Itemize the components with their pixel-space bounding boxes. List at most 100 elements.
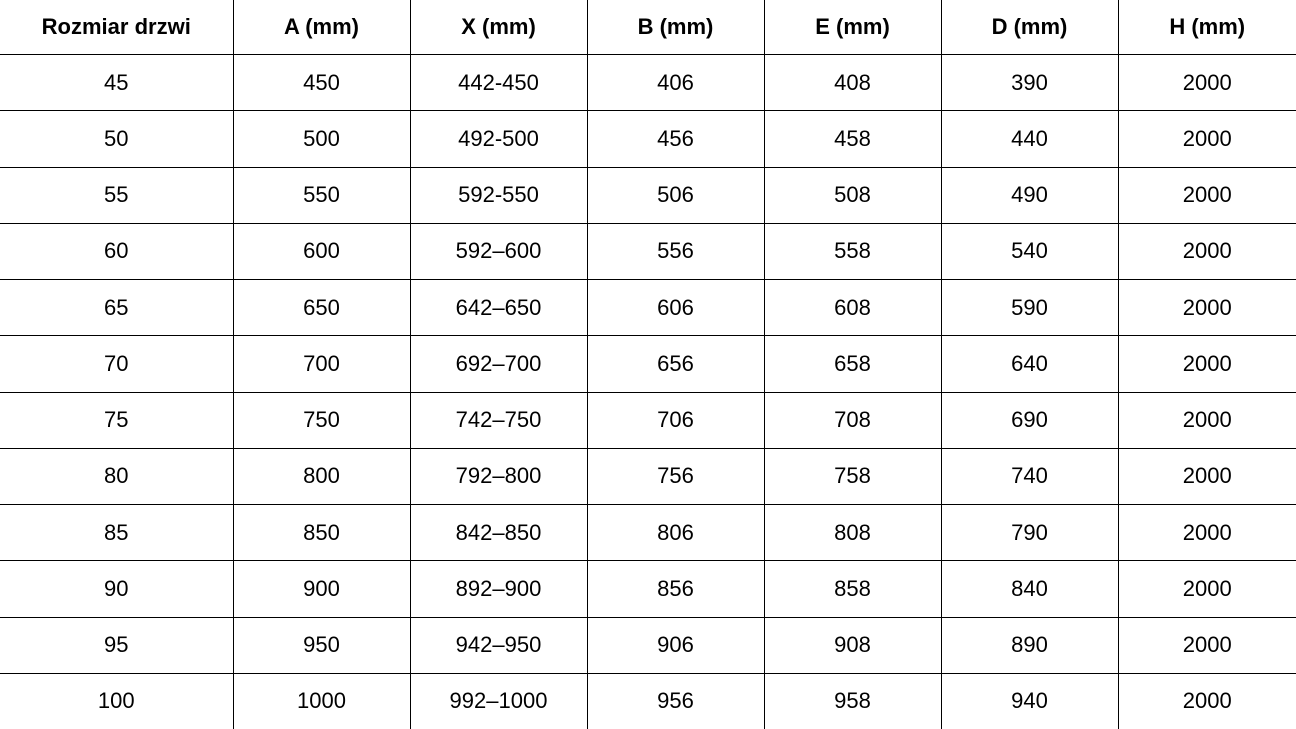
table-cell: 956 — [586, 672, 765, 729]
table-cell: 590 — [940, 278, 1119, 337]
table-cell: 50 — [0, 110, 234, 168]
table-cell: 900 — [232, 560, 411, 618]
table-cell: 456 — [586, 110, 765, 168]
table-cell: 692–700 — [409, 335, 588, 393]
header-row: Rozmiar drzwi A (mm) X (mm) B (mm) E (mm) D (… — [0, 0, 1296, 55]
table-cell: 640 — [940, 335, 1119, 393]
table-cell: 2000 — [1117, 391, 1296, 449]
table-cell: 80 — [0, 447, 234, 506]
table-cell: 100 — [0, 672, 234, 729]
table-cell: 508 — [763, 166, 942, 224]
table-cell: 1000 — [232, 672, 411, 729]
table-cell: 642–650 — [409, 278, 588, 337]
table-cell: 450 — [232, 53, 411, 112]
column-header: E (mm) — [763, 0, 942, 55]
table-cell: 406 — [586, 53, 765, 112]
table-cell: 800 — [232, 447, 411, 506]
table-row: 90 900 892–900 856 858 840 2000 — [0, 560, 1296, 618]
table-cell: 75 — [0, 391, 234, 449]
table-cell: 850 — [232, 503, 411, 562]
table-cell: 840 — [940, 560, 1119, 618]
table-cell: 90 — [0, 560, 234, 618]
table-cell: 940 — [940, 672, 1119, 729]
table-cell: 540 — [940, 222, 1119, 281]
table-cell: 2000 — [1117, 447, 1296, 506]
table-cell: 742–750 — [409, 391, 588, 449]
table-cell: 492-500 — [409, 110, 588, 168]
table-cell: 700 — [232, 335, 411, 393]
table-cell: 756 — [586, 447, 765, 506]
column-header: A (mm) — [232, 0, 411, 55]
table-cell: 592–600 — [409, 222, 588, 281]
table-cell: 2000 — [1117, 53, 1296, 112]
table-cell: 892–900 — [409, 560, 588, 618]
column-header: X (mm) — [409, 0, 588, 55]
table-cell: 65 — [0, 278, 234, 337]
column-header: Rozmiar drzwi — [0, 0, 234, 55]
table-row: 100 1000 992–1000 956 958 940 2000 — [0, 672, 1296, 729]
table-cell: 650 — [232, 278, 411, 337]
table-cell: 658 — [763, 335, 942, 393]
table-cell: 2000 — [1117, 560, 1296, 618]
table-cell: 500 — [232, 110, 411, 168]
table-cell: 2000 — [1117, 335, 1296, 393]
table-cell: 390 — [940, 53, 1119, 112]
table-row: 60 600 592–600 556 558 540 2000 — [0, 222, 1296, 281]
table-cell: 606 — [586, 278, 765, 337]
table-cell: 592-550 — [409, 166, 588, 224]
table-cell: 60 — [0, 222, 234, 281]
table-cell: 442-450 — [409, 53, 588, 112]
table-cell: 706 — [586, 391, 765, 449]
table-row: 80 800 792–800 756 758 740 2000 — [0, 447, 1296, 506]
table-cell: 440 — [940, 110, 1119, 168]
table-cell: 70 — [0, 335, 234, 393]
column-header: B (mm) — [586, 0, 765, 55]
table-cell: 690 — [940, 391, 1119, 449]
table-cell: 600 — [232, 222, 411, 281]
table-row: 95 950 942–950 906 908 890 2000 — [0, 616, 1296, 674]
table-cell: 2000 — [1117, 672, 1296, 729]
table-cell: 458 — [763, 110, 942, 168]
table-row: 75 750 742–750 706 708 690 2000 — [0, 391, 1296, 449]
table-cell: 740 — [940, 447, 1119, 506]
table-cell: 556 — [586, 222, 765, 281]
table-cell: 992–1000 — [409, 672, 588, 729]
table-cell: 842–850 — [409, 503, 588, 562]
table-cell: 608 — [763, 278, 942, 337]
table-cell: 890 — [940, 616, 1119, 674]
table-cell: 2000 — [1117, 110, 1296, 168]
table-cell: 750 — [232, 391, 411, 449]
table-row: 45 450 442-450 406 408 390 2000 — [0, 53, 1296, 112]
column-header: H (mm) — [1117, 0, 1296, 55]
table-cell: 2000 — [1117, 616, 1296, 674]
table-cell: 550 — [232, 166, 411, 224]
table-row: 65 650 642–650 606 608 590 2000 — [0, 278, 1296, 337]
table-cell: 906 — [586, 616, 765, 674]
table-row: 85 850 842–850 806 808 790 2000 — [0, 503, 1296, 562]
table-cell: 2000 — [1117, 222, 1296, 281]
table-cell: 55 — [0, 166, 234, 224]
table-cell: 758 — [763, 447, 942, 506]
table-cell: 408 — [763, 53, 942, 112]
table-cell: 858 — [763, 560, 942, 618]
column-header: D (mm) — [940, 0, 1119, 55]
table-cell: 908 — [763, 616, 942, 674]
table-cell: 792–800 — [409, 447, 588, 506]
table-cell: 490 — [940, 166, 1119, 224]
table-cell: 2000 — [1117, 166, 1296, 224]
table-row: 70 700 692–700 656 658 640 2000 — [0, 335, 1296, 393]
table-row: 50 500 492-500 456 458 440 2000 — [0, 110, 1296, 168]
table-cell: 950 — [232, 616, 411, 674]
table-row: 55 550 592-550 506 508 490 2000 — [0, 166, 1296, 224]
table-cell: 85 — [0, 503, 234, 562]
table-cell: 45 — [0, 53, 234, 112]
table-cell: 95 — [0, 616, 234, 674]
table-cell: 856 — [586, 560, 765, 618]
table-cell: 506 — [586, 166, 765, 224]
table-cell: 790 — [940, 503, 1119, 562]
table-cell: 808 — [763, 503, 942, 562]
table-cell: 942–950 — [409, 616, 588, 674]
table-cell: 656 — [586, 335, 765, 393]
table-cell: 806 — [586, 503, 765, 562]
